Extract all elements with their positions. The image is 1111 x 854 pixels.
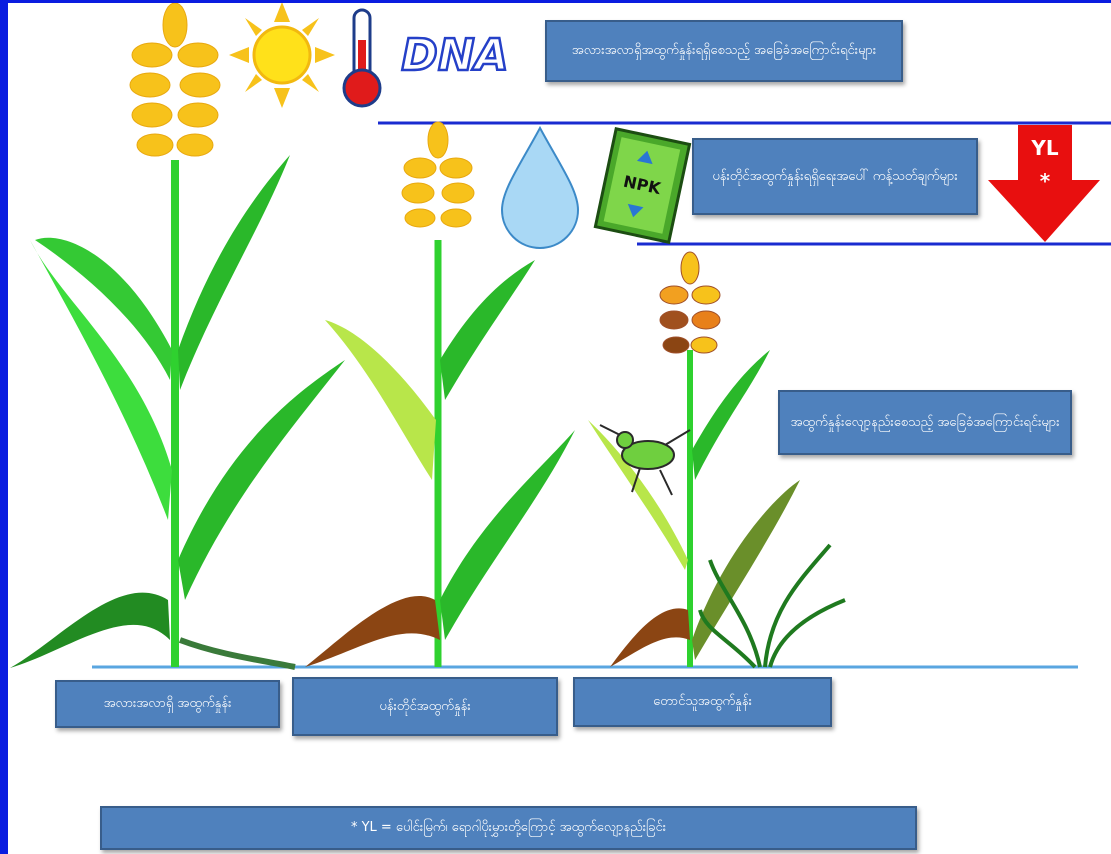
frame-border bbox=[0, 0, 1111, 3]
plant-farmer bbox=[588, 252, 845, 667]
thermometer-icon bbox=[344, 10, 380, 106]
water-drop-icon bbox=[502, 128, 578, 248]
yl-star: * bbox=[1040, 169, 1051, 193]
reducing-factors-box: အထွက်နှုန်းလျော့နည်းစေသည့် အခြေခံအကြောင်… bbox=[778, 390, 1072, 455]
sun-icon bbox=[229, 2, 335, 108]
frame-border bbox=[0, 0, 8, 854]
plant-potential bbox=[10, 3, 345, 668]
dna-icon: DNA bbox=[401, 30, 508, 81]
npk-icon: NPK bbox=[595, 129, 689, 242]
yield-loss-arrow: YL * bbox=[988, 125, 1100, 242]
diagram: DNA NPK YL * bbox=[0, 0, 1111, 854]
potential-yield-label: အလားအလာရှိ အထွက်နှုန်း bbox=[55, 680, 280, 728]
attainable-yield-label: ပန်းတိုင်အထွက်နှုန်း bbox=[292, 677, 558, 736]
footnote-box: * YL = ပေါင်းမြက်၊ ရောဂါပိုးမွှားတို့ကြေ… bbox=[100, 806, 917, 850]
farmer-yield-label: တောင်သူအထွက်နှုန်း bbox=[573, 677, 832, 727]
yl-label: YL bbox=[1030, 136, 1058, 160]
potential-factors-box: အလားအလာရှိအထွက်နှုန်းရရှိစေသည့် အခြေခံအက… bbox=[545, 20, 903, 82]
limiting-factors-box: ပန်းတိုင်အထွက်နှုန်းရရှိရေးအပေါ် ကန့်သတ်… bbox=[692, 138, 978, 215]
insect bbox=[600, 425, 690, 495]
